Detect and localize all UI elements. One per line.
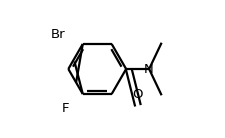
Text: F: F (61, 102, 69, 115)
Text: O: O (132, 87, 143, 100)
Text: Br: Br (50, 28, 65, 41)
Text: N: N (144, 63, 153, 75)
